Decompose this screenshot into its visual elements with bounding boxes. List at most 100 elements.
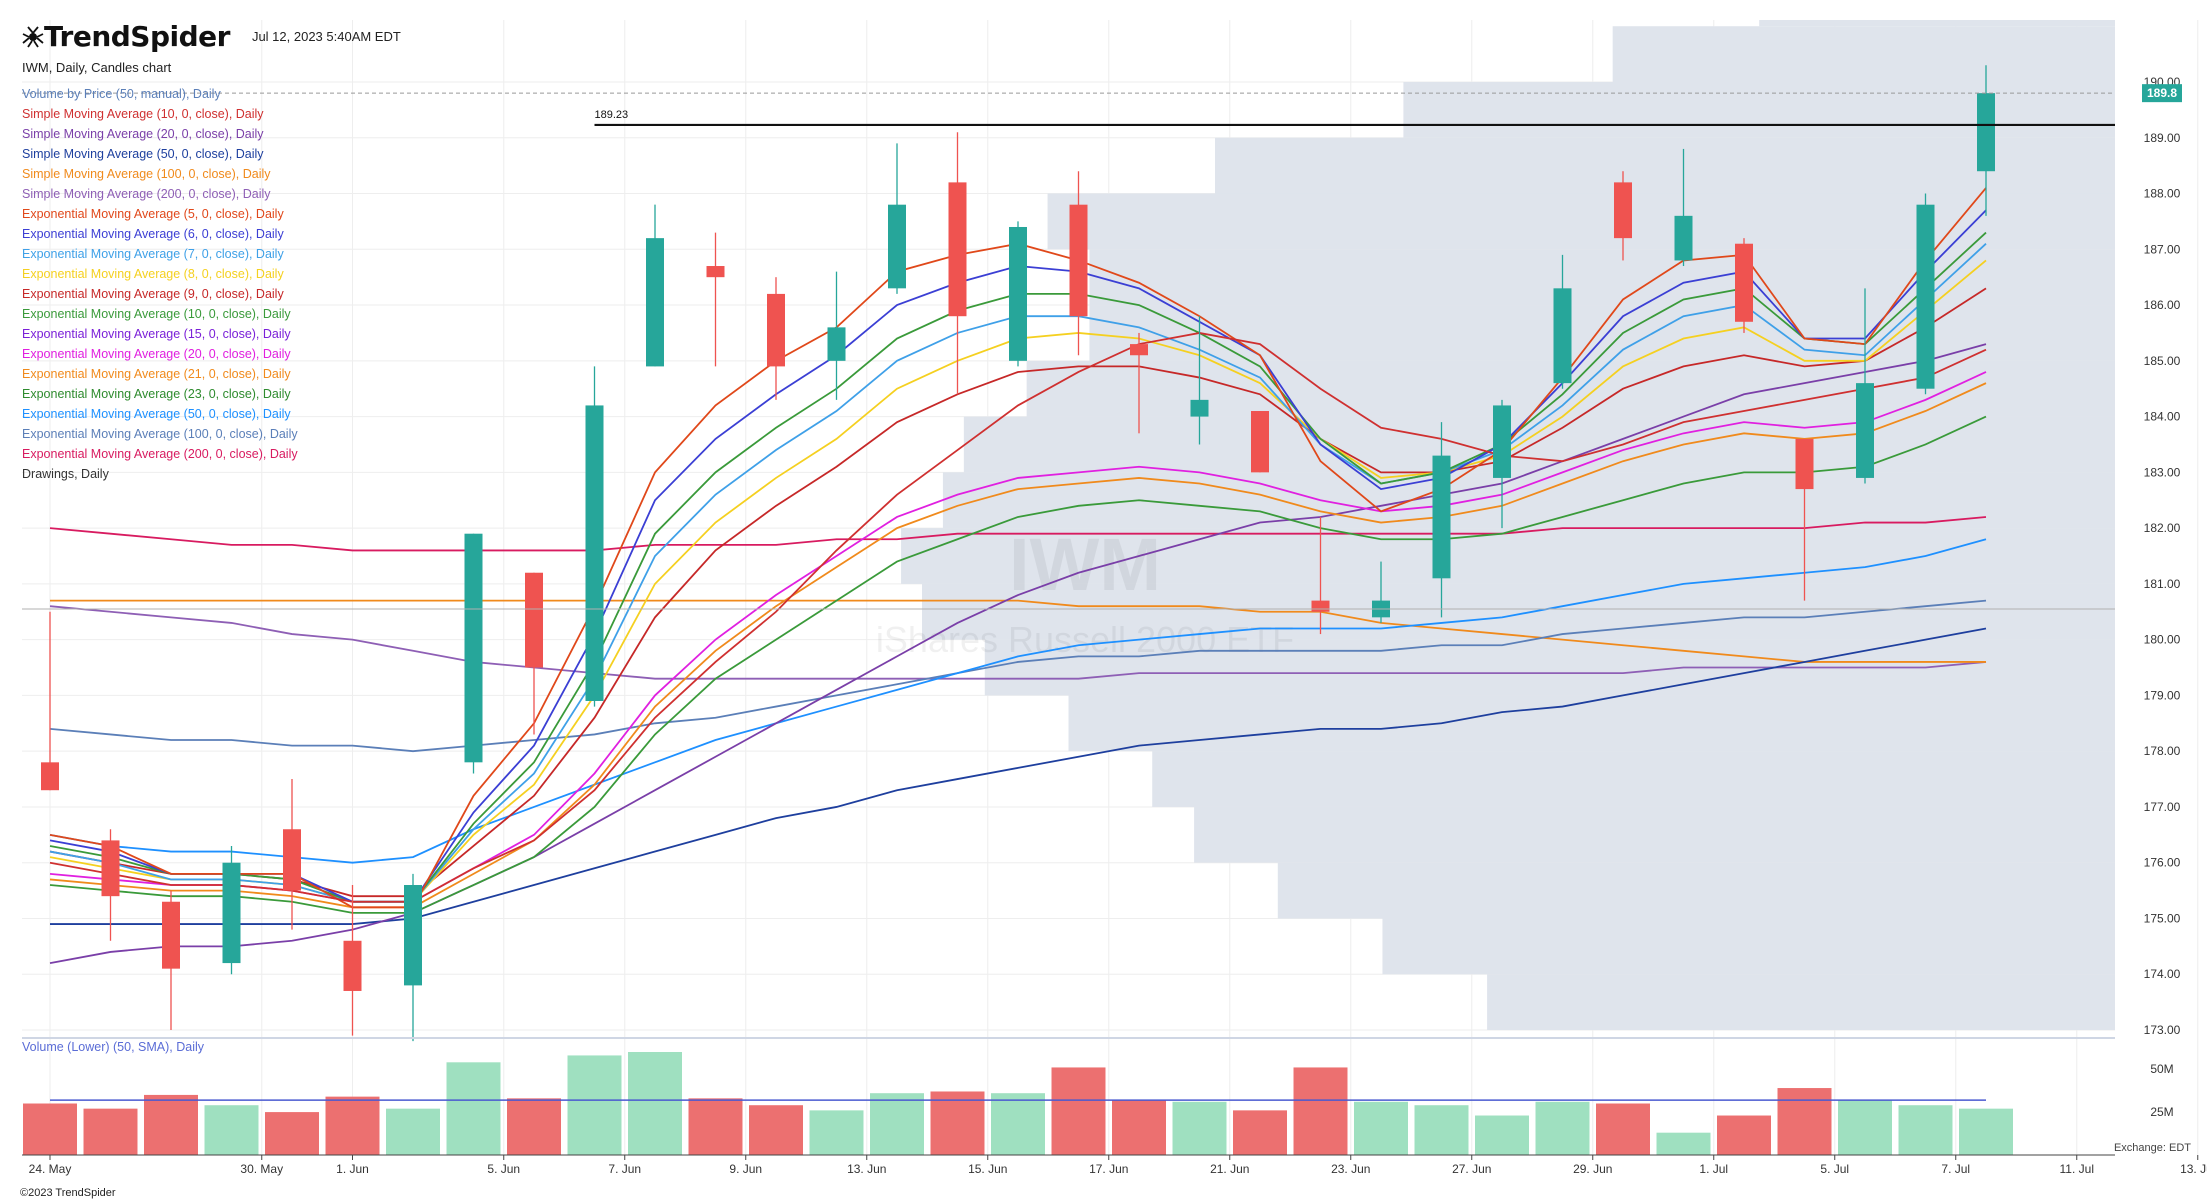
legend-item[interactable]: Exponential Moving Average (6, 0, close)… <box>22 227 284 241</box>
price-tick-label: 182.00 <box>2144 521 2181 535</box>
candle-body[interactable] <box>1311 600 1330 612</box>
volume-bar <box>1596 1103 1650 1155</box>
candle-body[interactable] <box>585 405 604 701</box>
candle-body[interactable] <box>1977 93 1995 172</box>
vbp-bar <box>1068 695 2115 752</box>
brand-logo[interactable]: TrendSpider <box>44 20 230 53</box>
chart-title: IWM, Daily, Candles chart <box>22 60 172 75</box>
exchange-label: Exchange: EDT <box>2113 1142 2191 1154</box>
volume-bar <box>567 1055 622 1155</box>
volume-bar <box>1354 1101 1408 1155</box>
candle-body[interactable] <box>1916 204 1935 389</box>
legend-item[interactable]: Drawings, Daily <box>22 467 109 481</box>
date-tick-label: 7. Jul <box>1941 1162 1970 1176</box>
candle-body[interactable] <box>1190 399 1209 417</box>
candle-body[interactable] <box>888 204 906 289</box>
drawings: 189.23 <box>22 92 2115 610</box>
date-tick-label: 21. Jun <box>1210 1162 1249 1176</box>
candle-body[interactable] <box>101 840 120 897</box>
moving-average-line <box>49 599 1987 753</box>
candle-body[interactable] <box>1009 226 1027 361</box>
legend-item[interactable]: Simple Moving Average (10, 0, close), Da… <box>22 107 264 121</box>
volume-bar <box>204 1105 259 1155</box>
price-tick-label: 184.00 <box>2144 410 2181 424</box>
moving-average-line <box>49 415 1987 914</box>
legend-item[interactable]: Exponential Moving Average (21, 0, close… <box>22 367 291 381</box>
volume-bar <box>1838 1100 1892 1155</box>
volume-pane-label[interactable]: Volume (Lower) (50, SMA), Daily <box>22 1040 205 1054</box>
candle-body[interactable] <box>1553 288 1572 384</box>
legend-item[interactable]: Exponential Moving Average (7, 0, close)… <box>22 247 284 261</box>
legend-item[interactable]: Volume by Price (50, manual), Daily <box>22 87 221 101</box>
legend-item[interactable]: Exponential Moving Average (50, 0, close… <box>22 407 291 421</box>
candle-body[interactable] <box>1251 411 1269 473</box>
date-tick-label: 27. Jun <box>1452 1162 1491 1176</box>
volume-bar <box>1233 1110 1287 1155</box>
vbp-bar <box>942 472 2116 529</box>
candle-body[interactable] <box>706 266 725 278</box>
candle-body[interactable] <box>827 327 846 361</box>
legend-item[interactable]: Simple Moving Average (20, 0, close), Da… <box>22 127 264 141</box>
vbp-bar <box>1403 82 2115 138</box>
candle-body[interactable] <box>1674 215 1693 261</box>
vbp-bar <box>921 583 2115 640</box>
candle-body[interactable] <box>404 885 422 986</box>
date-tick-label: 24. May <box>29 1162 72 1176</box>
legend-item[interactable]: Simple Moving Average (100, 0, close), D… <box>22 167 271 181</box>
volume-bar <box>507 1098 561 1155</box>
legend-item[interactable]: Exponential Moving Average (8, 0, close)… <box>22 267 284 281</box>
date-tick-label: 9. Jun <box>729 1162 762 1176</box>
candle-body[interactable] <box>1493 405 1511 478</box>
legend-item[interactable]: Exponential Moving Average (200, 0, clos… <box>22 447 298 461</box>
candle-body[interactable] <box>162 901 180 969</box>
candle-body[interactable] <box>1130 344 1148 356</box>
legend-item[interactable]: Exponential Moving Average (20, 0, close… <box>22 347 291 361</box>
candle-body[interactable] <box>1856 383 1874 478</box>
volume-tick-label: 50M <box>2150 1062 2173 1076</box>
candle-body[interactable] <box>767 293 785 367</box>
candle-body[interactable] <box>646 238 664 367</box>
price-tick-label: 175.00 <box>2144 911 2181 925</box>
legend-item[interactable]: Simple Moving Average (200, 0, close), D… <box>22 187 271 201</box>
candle-body[interactable] <box>283 829 301 891</box>
legend-item[interactable]: Exponential Moving Average (100, 0, clos… <box>22 427 298 441</box>
candle-body[interactable] <box>1069 204 1088 317</box>
legend-item[interactable]: Exponential Moving Average (5, 0, close)… <box>22 207 284 221</box>
legend-item[interactable]: Exponential Moving Average (15, 0, close… <box>22 327 291 341</box>
watermark-name: iShares Russell 2000 ETF <box>876 619 1294 660</box>
legend-item[interactable]: Simple Moving Average (50, 0, close), Da… <box>22 147 264 161</box>
volume-bar <box>628 1052 682 1155</box>
date-tick-label: 13. Jul <box>2180 1162 2207 1176</box>
date-tick-label: 17. Jun <box>1089 1162 1128 1176</box>
candle-body[interactable] <box>464 533 483 763</box>
legend-item[interactable]: Exponential Moving Average (23, 0, close… <box>22 387 291 401</box>
candle-body[interactable] <box>1735 243 1753 322</box>
vbp-bar <box>1089 305 2115 361</box>
volume-bar <box>1051 1067 1106 1155</box>
candle-body[interactable] <box>41 762 59 791</box>
candle-body[interactable] <box>525 572 543 668</box>
candle-body[interactable] <box>1432 455 1451 579</box>
vbp-bar <box>1487 974 2115 1030</box>
date-tick-label: 13. Jun <box>847 1162 886 1176</box>
volume-pane <box>22 1037 2115 1155</box>
candle-body[interactable] <box>1614 182 1632 239</box>
watermark-symbol: IWM <box>1009 523 1161 606</box>
candle-body[interactable] <box>343 940 362 991</box>
horizontal-level-label: 189.23 <box>595 109 629 121</box>
vbp-bar <box>901 528 2115 584</box>
price-tick-label: 183.00 <box>2144 465 2181 479</box>
date-tick-label: 11. Jul <box>2060 1162 2094 1176</box>
candle-body[interactable] <box>1795 438 1814 490</box>
volume-bar <box>930 1091 985 1155</box>
vbp-bar <box>1612 26 2115 82</box>
candle-body[interactable] <box>222 862 241 964</box>
volume-bar <box>1959 1108 2013 1155</box>
legend-item[interactable]: Exponential Moving Average (10, 0, close… <box>22 307 291 321</box>
date-tick-label: 29. Jun <box>1573 1162 1612 1176</box>
moving-average-line <box>49 516 1987 552</box>
moving-average-line <box>50 599 1986 663</box>
legend-item[interactable]: Exponential Moving Average (9, 0, close)… <box>22 287 284 301</box>
candle-body[interactable] <box>948 182 967 317</box>
